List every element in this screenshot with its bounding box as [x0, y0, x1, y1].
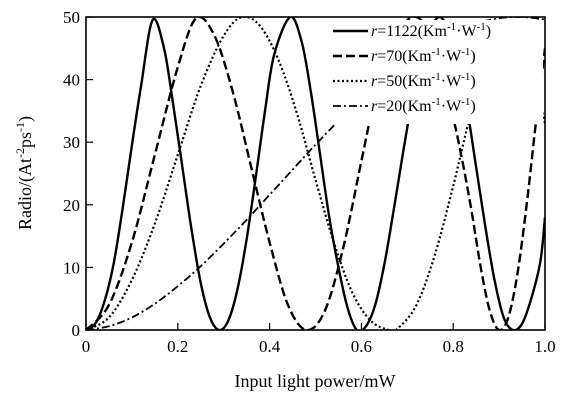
- x-tick-label: 0.2: [167, 337, 188, 356]
- x-axis-title: Input light power/mW: [235, 371, 396, 391]
- x-tick-label: 1.0: [534, 337, 555, 356]
- x-tick-label: 0.8: [443, 337, 464, 356]
- y-tick-label: 40: [63, 71, 80, 90]
- y-axis-title-base: Radio/(At: [15, 158, 36, 230]
- y-axis-title-sup1: -2: [13, 148, 27, 158]
- y-tick-label: 0: [72, 321, 81, 340]
- plot-frame: [85, 16, 546, 331]
- series-line-1: [86, 17, 545, 330]
- x-tick-label: 0: [82, 337, 91, 356]
- y-tick-label: 20: [63, 196, 80, 215]
- legend-label-3: r=50(Km-1·W-1): [371, 71, 476, 90]
- x-tick-label: 0.4: [259, 337, 281, 356]
- legend-label-2: r=70(Km-1·W-1): [371, 46, 476, 65]
- y-tick-label: 10: [63, 258, 80, 277]
- y-tick-label: 50: [63, 8, 80, 27]
- y-axis-title-mid: ps: [15, 132, 35, 148]
- legend-label-1: r=1122(Km-1·W-1): [371, 21, 491, 40]
- x-axis-ticks: 0 0.2 0.4 0.6 0.8 1.0: [82, 323, 556, 356]
- y-tick-label: 30: [63, 133, 80, 152]
- y-axis-ticks: 0 10 20 30 40 50: [63, 8, 93, 340]
- y-axis-title: Radio/(At-2ps-1): [13, 116, 36, 230]
- series-line-2: [86, 17, 545, 330]
- x-tick-label: 0.6: [351, 337, 372, 356]
- y-axis-title-end: ): [15, 116, 36, 122]
- legend-label-4: r=20(Km-1·W-1): [371, 96, 476, 115]
- y-axis-title-sup2: -1: [13, 122, 27, 132]
- legend: r=1122(Km-1·W-1) r=70(Km-1·W-1) r=50(Km-1·…: [330, 20, 543, 124]
